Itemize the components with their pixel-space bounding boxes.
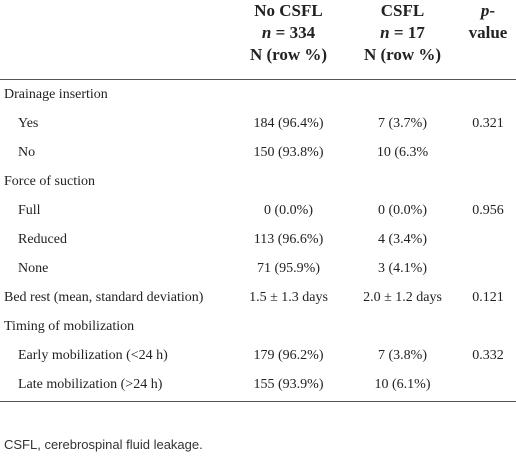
- cell: [232, 167, 345, 196]
- item-row: None 71 (95.9%) 3 (4.1%): [0, 254, 516, 283]
- cell: [232, 80, 345, 110]
- item-row: Yes 184 (96.4%) 7 (3.7%) 0.321: [0, 109, 516, 138]
- item-row: Early mobilization (<24 h) 179 (96.2%) 7 (…: [0, 341, 516, 370]
- cell: 179 (96.2%): [253, 348, 324, 363]
- table-header: No CSFL n = 334 N (row %) CSFL n = 17 N (row …: [0, 0, 516, 80]
- header-line: value: [468, 23, 508, 42]
- p-value: 0.121: [472, 290, 504, 305]
- row-label: Bed rest (mean, standard deviation): [4, 290, 204, 305]
- cell: 7 (3.7%): [378, 116, 427, 131]
- cell: 155 (93.9%): [232, 370, 345, 402]
- table-body: Drainage insertion Yes 184 (96.4%) 7 (3.7%)…: [0, 80, 516, 402]
- row-label: No: [18, 145, 36, 160]
- row-label: Late mobilization (>24 h): [0, 370, 232, 402]
- header-cell: No CSFL n = 334 N (row %): [232, 0, 345, 80]
- cell: 4 (3.4%): [378, 232, 427, 247]
- row-label: Drainage insertion: [4, 87, 108, 102]
- header-line: CSFL: [380, 1, 425, 20]
- p-value: [460, 138, 516, 167]
- header-line: n = 17: [380, 23, 425, 42]
- cell: [345, 80, 460, 110]
- header-line: n = 334: [261, 23, 316, 42]
- header-line: N (row %): [363, 45, 442, 64]
- data-table: No CSFL n = 334 N (row %) CSFL n = 17 N (row …: [0, 0, 516, 402]
- p-value: [460, 80, 516, 110]
- p-value: [460, 167, 516, 196]
- row-label: Force of suction: [4, 174, 95, 189]
- section-row: Force of suction: [0, 167, 516, 196]
- header-cell: [0, 0, 232, 80]
- section-row: Drainage insertion: [0, 80, 516, 110]
- p-value: [460, 254, 516, 283]
- cell: 10 (6.3%: [376, 145, 429, 160]
- section-row: Bed rest (mean, standard deviation) 1.5 ±…: [0, 283, 516, 312]
- cell: 113 (96.6%): [253, 232, 324, 247]
- header-cell: CSFL n = 17 N (row %): [345, 0, 460, 80]
- cell: 2.0 ± 1.2 days: [363, 290, 442, 305]
- item-row: No 150 (93.8%) 10 (6.3%: [0, 138, 516, 167]
- cell: 7 (3.8%): [378, 348, 427, 363]
- cell: 0 (0.0%): [264, 203, 313, 218]
- cell: 10 (6.1%): [345, 370, 460, 402]
- cell: [345, 167, 460, 196]
- row-label: Timing of mobilization: [4, 319, 135, 334]
- cell: 150 (93.8%): [253, 145, 324, 160]
- header-row: No CSFL n = 334 N (row %) CSFL n = 17 N (row …: [0, 0, 516, 80]
- cell: 184 (96.4%): [253, 116, 324, 131]
- p-value: [460, 225, 516, 254]
- row-label: Yes: [18, 116, 39, 131]
- p-value: [460, 312, 516, 341]
- header-line: p-: [480, 1, 496, 20]
- footnote: CSFL, cerebrospinal fluid leakage.: [4, 437, 203, 452]
- p-value: [460, 370, 516, 402]
- p-value: 0.332: [472, 348, 504, 363]
- cell: 0 (0.0%): [378, 203, 427, 218]
- p-value: 0.321: [472, 116, 504, 131]
- item-row: Reduced 113 (96.6%) 4 (3.4%): [0, 225, 516, 254]
- cell: 3 (4.1%): [378, 261, 427, 276]
- header-line: No CSFL: [254, 1, 323, 20]
- row-label: Reduced: [18, 232, 67, 247]
- cell: [232, 312, 345, 341]
- row-label: Early mobilization (<24 h): [18, 348, 168, 363]
- section-row: Timing of mobilization: [0, 312, 516, 341]
- p-value: 0.956: [472, 203, 504, 218]
- header-cell: p-value: [460, 0, 516, 80]
- item-row: Full 0 (0.0%) 0 (0.0%) 0.956: [0, 196, 516, 225]
- item-row: Late mobilization (>24 h) 155 (93.9%) 10 (…: [0, 370, 516, 402]
- cell: 71 (95.9%): [257, 261, 320, 276]
- header-line: N (row %): [249, 45, 328, 64]
- row-label: Full: [18, 203, 41, 218]
- cell: 1.5 ± 1.3 days: [249, 290, 328, 305]
- cell: [345, 312, 460, 341]
- row-label: None: [18, 261, 49, 276]
